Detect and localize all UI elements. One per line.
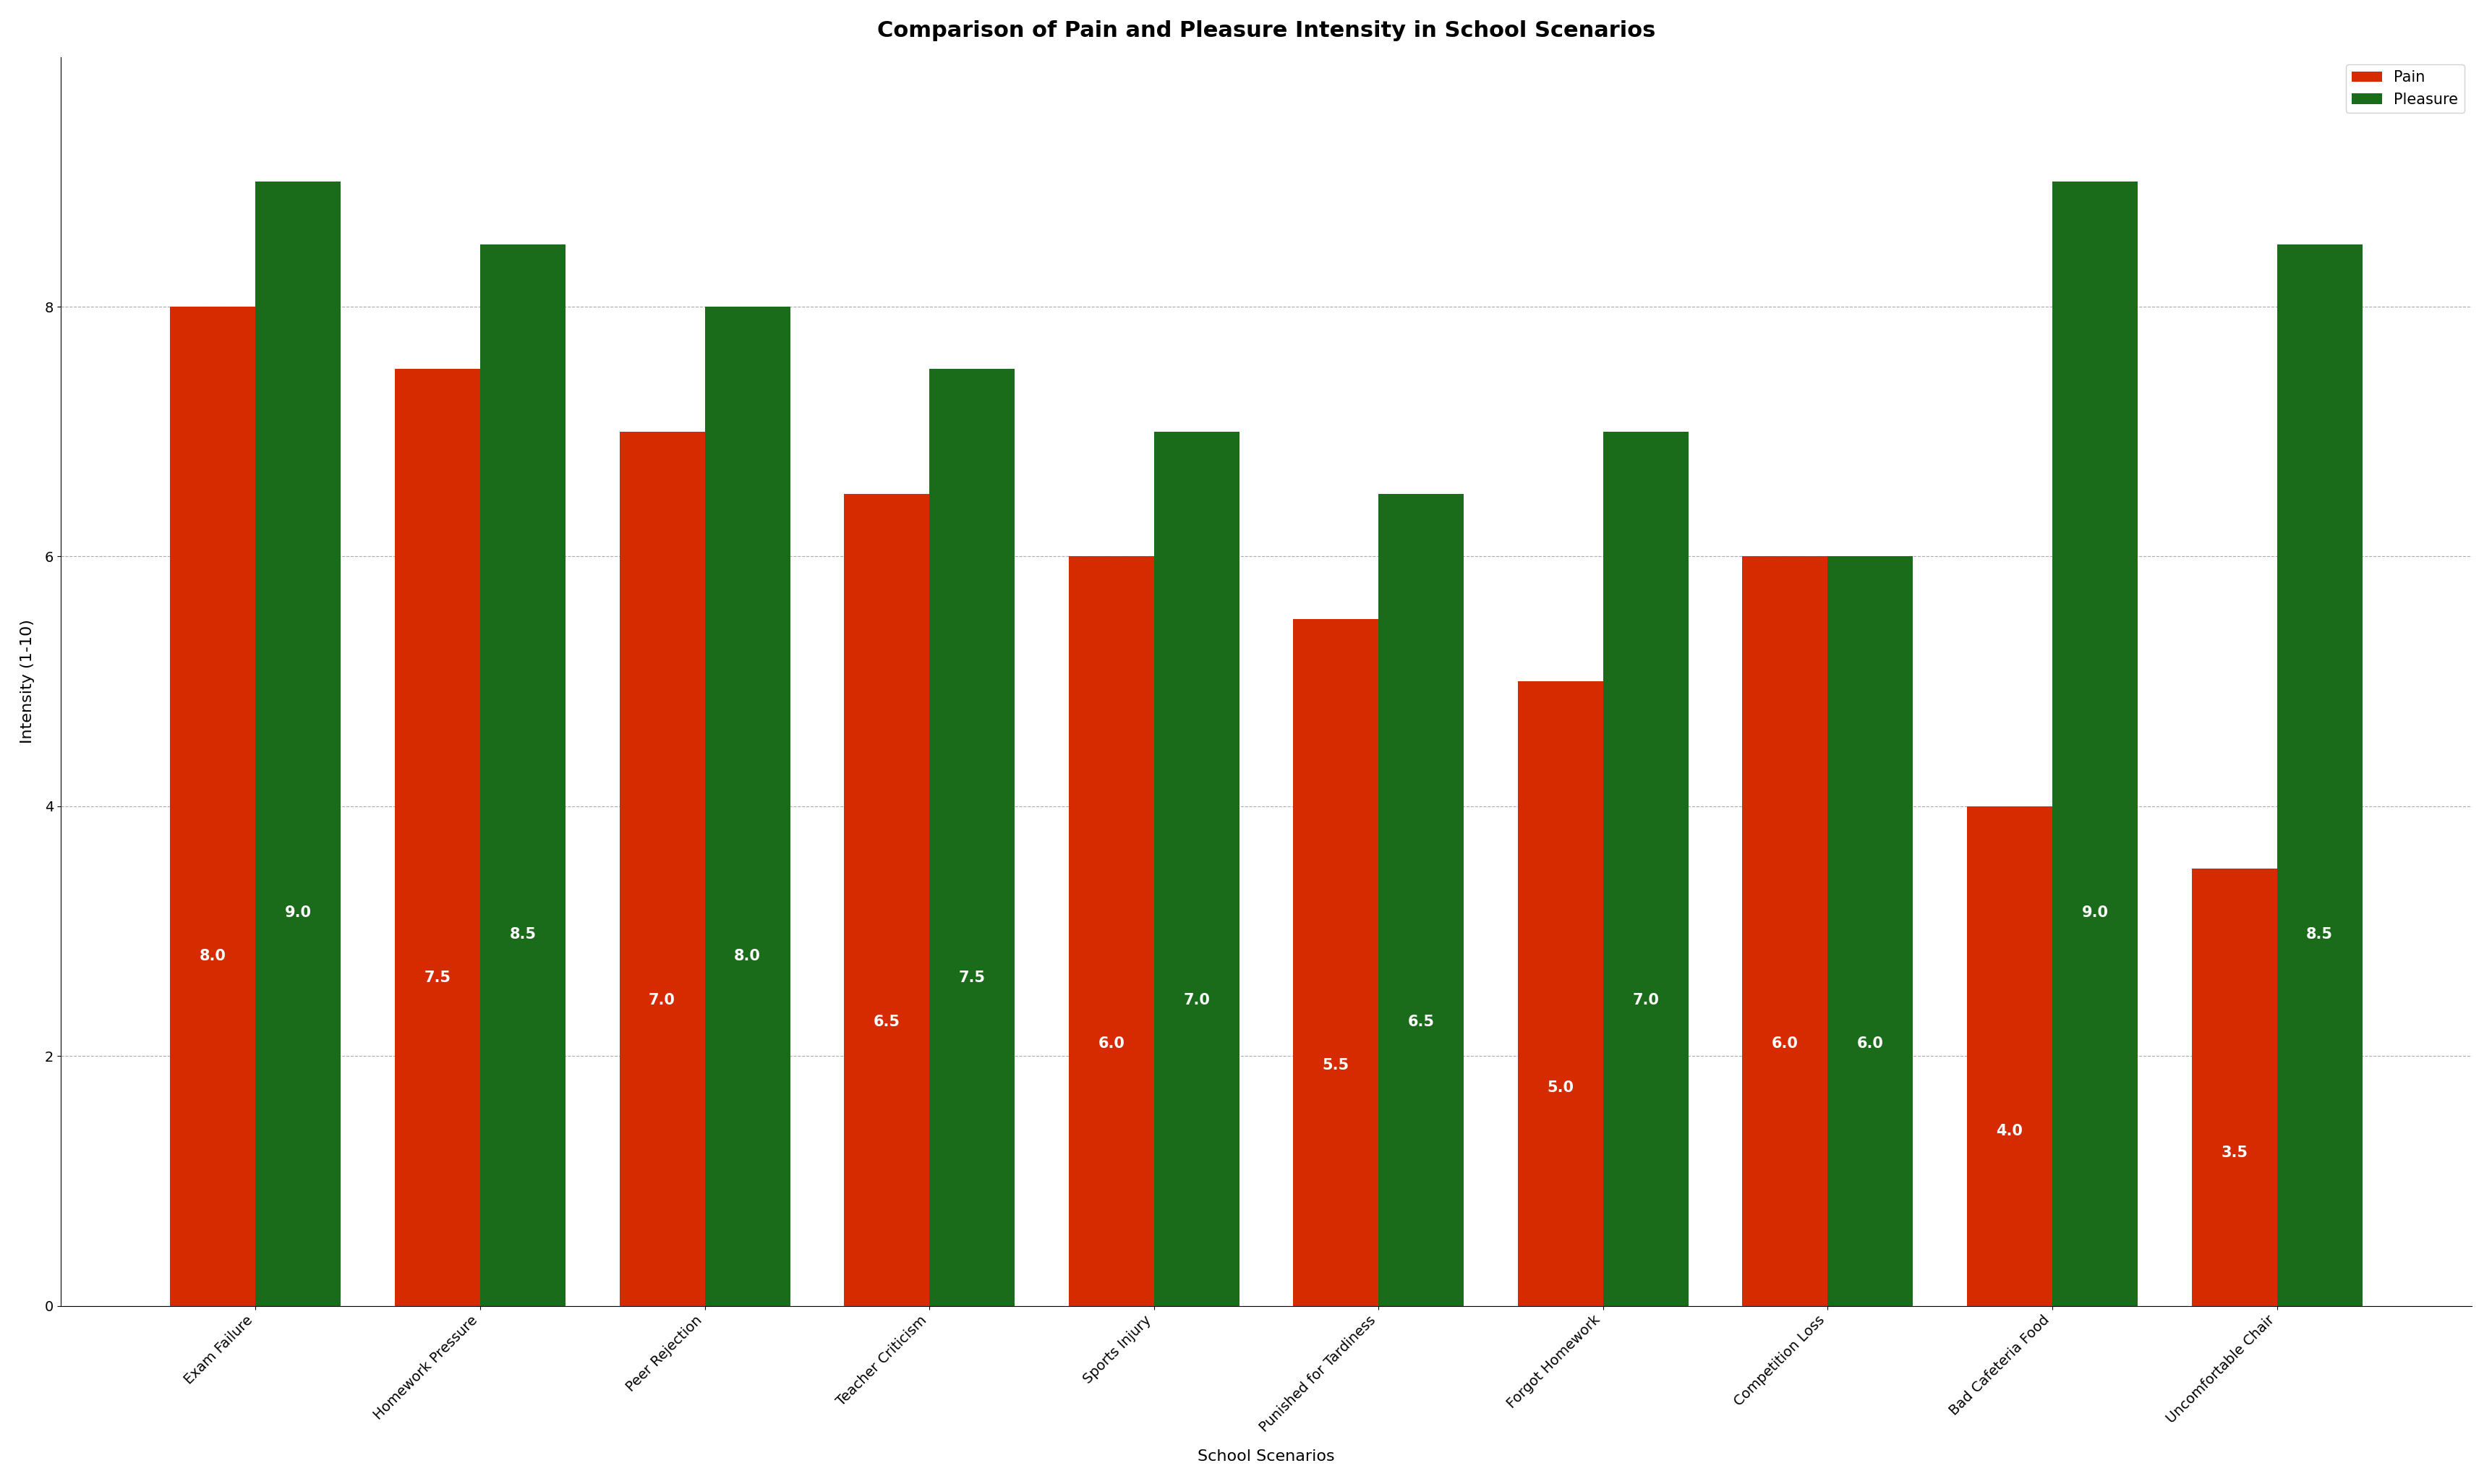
Text: 8.5: 8.5	[2305, 928, 2333, 941]
X-axis label: School Scenarios: School Scenarios	[1199, 1450, 1336, 1463]
Bar	[2053, 181, 2138, 1306]
Text: 7.5: 7.5	[424, 971, 451, 985]
Bar	[1602, 432, 1690, 1306]
Text: 7.5: 7.5	[959, 971, 984, 985]
Bar	[1293, 619, 1378, 1306]
Bar	[394, 370, 481, 1306]
Text: 8.0: 8.0	[199, 948, 227, 963]
Bar	[930, 370, 1014, 1306]
Bar	[1966, 806, 2053, 1306]
Bar	[1069, 556, 1154, 1306]
Text: 6.0: 6.0	[1857, 1036, 1884, 1051]
Bar	[1742, 556, 1827, 1306]
Bar	[1827, 556, 1914, 1306]
Text: 6.5: 6.5	[1408, 1015, 1435, 1028]
Text: 3.5: 3.5	[2220, 1146, 2248, 1160]
Bar	[1378, 494, 1463, 1306]
Text: 6.0: 6.0	[1099, 1036, 1124, 1051]
Text: 8.0: 8.0	[735, 948, 760, 963]
Bar	[169, 307, 257, 1306]
Bar	[257, 181, 341, 1306]
Text: 9.0: 9.0	[284, 905, 312, 920]
Text: 7.0: 7.0	[1632, 993, 1660, 1008]
Text: 4.0: 4.0	[1996, 1123, 2024, 1138]
Bar	[2190, 868, 2278, 1306]
Bar	[481, 245, 566, 1306]
Text: 6.0: 6.0	[1772, 1036, 1799, 1051]
Text: 9.0: 9.0	[2081, 905, 2108, 920]
Text: 8.5: 8.5	[508, 928, 536, 941]
Text: 5.5: 5.5	[1323, 1058, 1348, 1073]
Text: 5.0: 5.0	[1548, 1080, 1575, 1095]
Title: Comparison of Pain and Pleasure Intensity in School Scenarios: Comparison of Pain and Pleasure Intensit…	[877, 21, 1655, 42]
Legend: Pain, Pleasure: Pain, Pleasure	[2345, 64, 2465, 113]
Bar	[845, 494, 930, 1306]
Bar	[1154, 432, 1239, 1306]
Bar	[1518, 681, 1602, 1306]
Text: 6.5: 6.5	[872, 1015, 900, 1028]
Text: 7.0: 7.0	[1184, 993, 1211, 1008]
Bar	[621, 432, 705, 1306]
Y-axis label: Intensity (1-10): Intensity (1-10)	[20, 619, 35, 743]
Text: 7.0: 7.0	[648, 993, 675, 1008]
Bar	[705, 307, 790, 1306]
Bar	[2278, 245, 2362, 1306]
